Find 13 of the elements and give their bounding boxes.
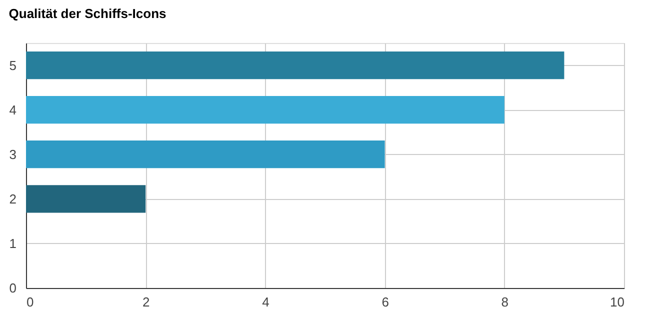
- x-tick-label: 4: [262, 294, 270, 310]
- y-tick-label: 5: [9, 58, 16, 73]
- y-tick-label: 0: [9, 280, 16, 296]
- y-tick-label: 3: [9, 146, 16, 162]
- chart-title: Qualität der Schiffs-Icons: [8, 6, 166, 21]
- x-tick-label: 6: [382, 294, 389, 310]
- x-tick-label: 0: [26, 294, 34, 310]
- x-tick-label: 2: [142, 294, 150, 310]
- x-tick-label: 8: [501, 294, 509, 310]
- y-tick-label: 1: [9, 236, 16, 251]
- y-tick-label: 2: [9, 191, 16, 206]
- y-tick-label: 4: [9, 102, 16, 118]
- x-tick-label: 10: [610, 294, 624, 310]
